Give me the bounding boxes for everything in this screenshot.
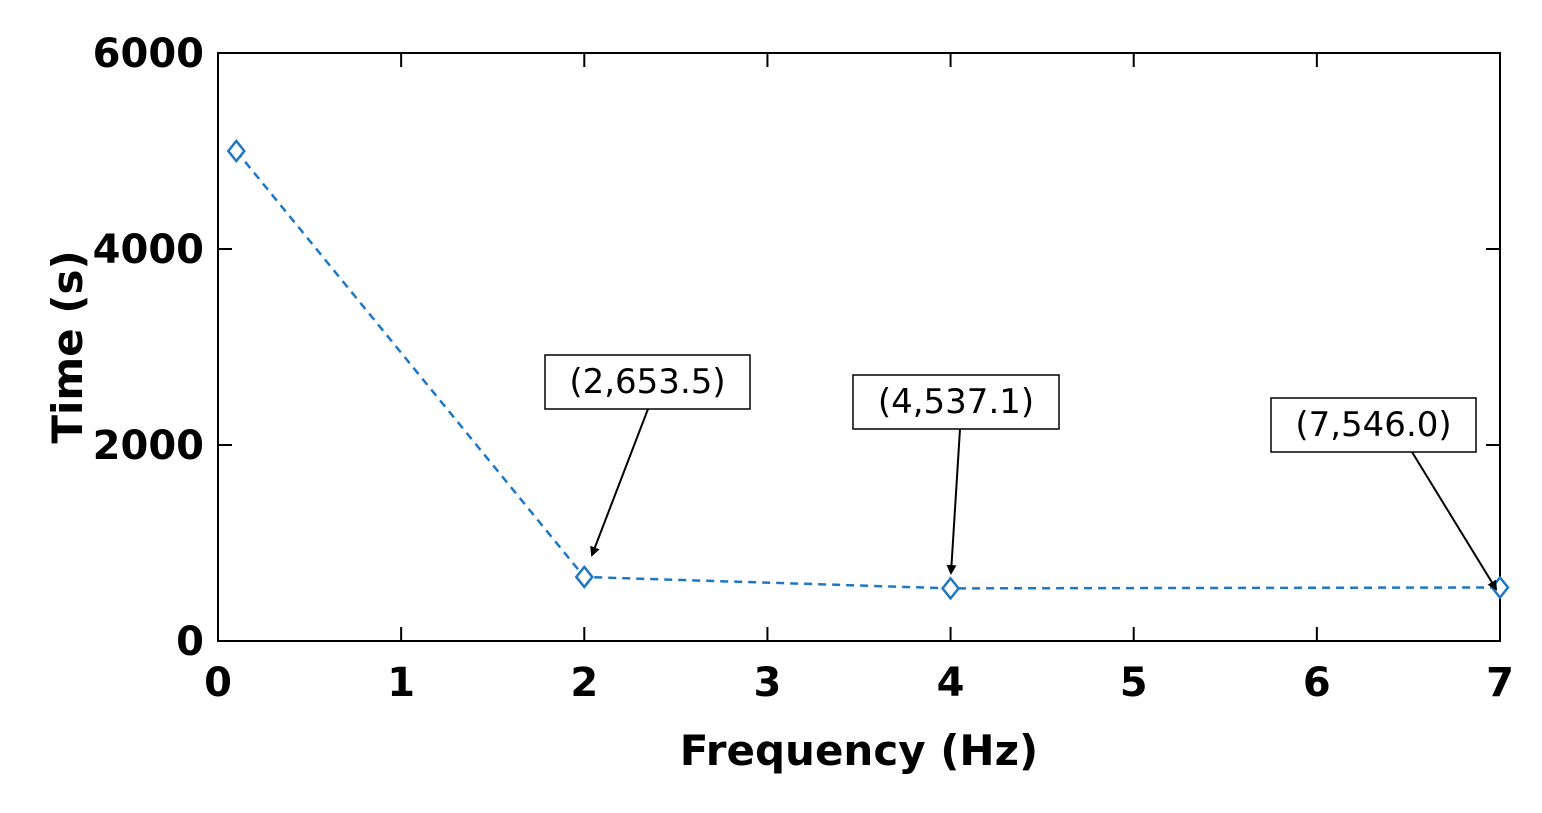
data-point-marker (940, 576, 961, 601)
x-axis-title: Frequency (Hz) (680, 726, 1038, 775)
x-tick-label: 0 (204, 660, 232, 706)
x-tick-label: 7 (1486, 660, 1514, 706)
x-axis: 0 1 2 3 4 5 6 7 (204, 53, 1514, 706)
annotation-box (544, 354, 751, 410)
annotation-label: (2,653.5) (569, 362, 725, 402)
y-axis: 0 2000 4000 6000 (93, 31, 1500, 665)
data-point-annotation: (4,537.1) (852, 374, 1060, 575)
annotation-arrow (590, 408, 649, 557)
data-point-annotation: (2,653.5) (544, 354, 751, 557)
x-tick-label: 1 (387, 660, 415, 706)
x-tick-label: 2 (570, 660, 598, 706)
annotation-label: (4,537.1) (878, 382, 1034, 422)
x-tick-label: 5 (1120, 660, 1148, 706)
annotation-arrow (946, 428, 961, 575)
annotation-label: (7,546.0) (1295, 405, 1451, 445)
y-tick-label: 4000 (93, 227, 204, 273)
annotation-arrow (1411, 451, 1498, 591)
annotation-box (852, 374, 1060, 430)
annotation-box (1270, 397, 1477, 453)
x-tick-label: 3 (754, 660, 782, 706)
annotation-layer: (2,653.5) (4,537.1) (7,546.0) (544, 354, 1498, 591)
y-tick-label: 0 (176, 619, 204, 665)
y-axis-title: Time (s) (43, 250, 92, 443)
data-point-marker (574, 564, 594, 589)
x-tick-label: 4 (937, 660, 965, 706)
x-tick-label: 6 (1303, 660, 1331, 706)
series-layer (226, 138, 1510, 601)
plot-area-frame (217, 52, 1501, 642)
data-point-annotation: (7,546.0) (1270, 397, 1498, 591)
series-line (235, 150, 1501, 590)
y-tick-label: 2000 (93, 423, 204, 469)
data-point-marker (226, 138, 246, 164)
y-tick-label: 6000 (93, 31, 204, 77)
